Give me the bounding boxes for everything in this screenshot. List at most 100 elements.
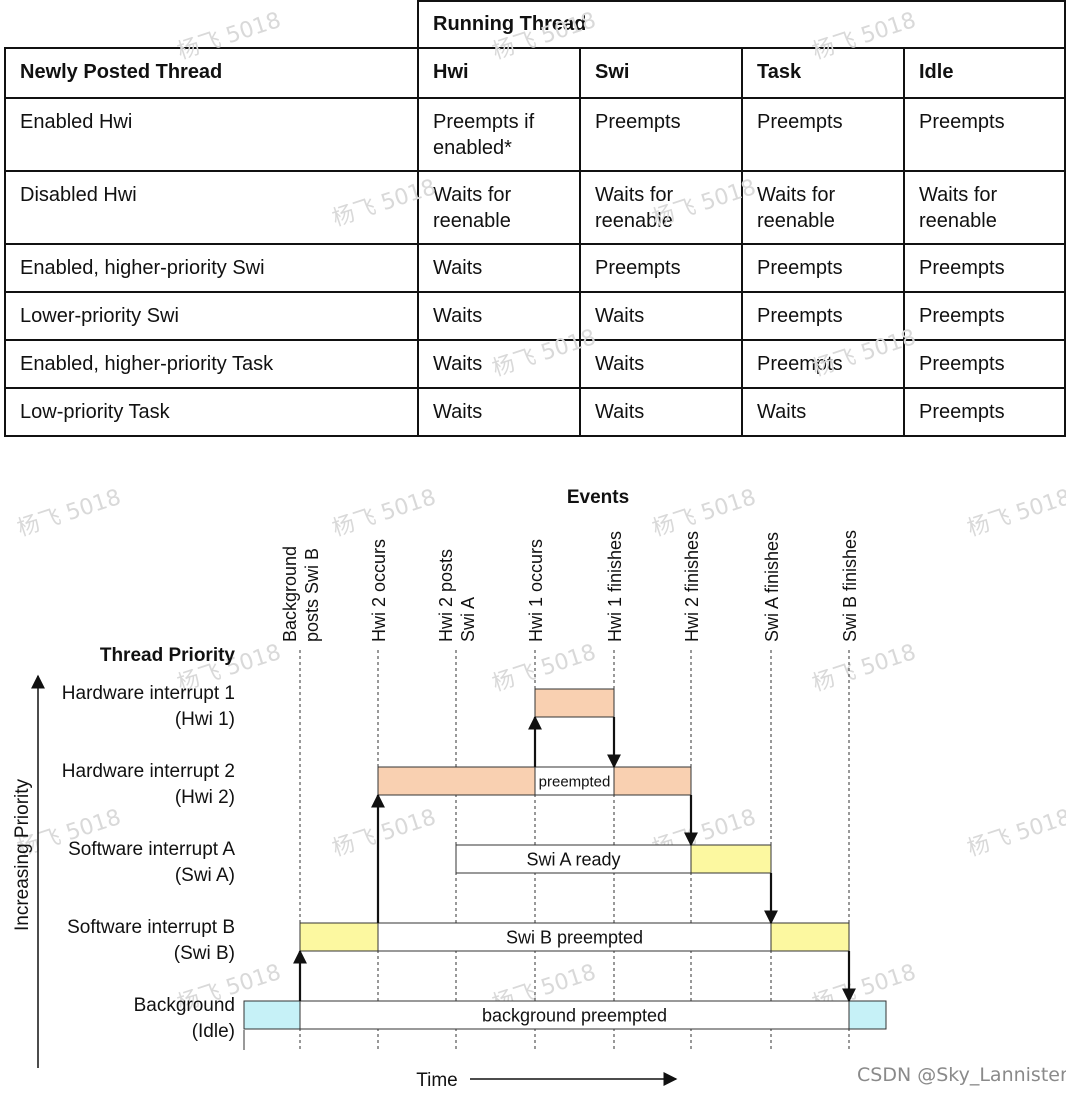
table-cell-text: Waits for reenable [919, 184, 998, 232]
segment-label: background preempted [482, 1005, 667, 1025]
table-cell: Waits [741, 387, 905, 437]
segment-label: preempted [539, 773, 611, 790]
table-cell: Waits [579, 387, 743, 437]
row-thread-cell: Enabled, higher-priority Swi [4, 243, 419, 293]
table-row: Disabled Hwi Waits for reenable Waits for re… [4, 170, 1066, 245]
table-cell: Preempts [579, 97, 743, 172]
table-cell-text: Waits [595, 305, 645, 327]
table-row: Enabled, higher-priority Swi Waits Preempt… [4, 243, 1066, 293]
running-segment [613, 766, 692, 796]
table-row: Enabled Hwi Preempts if enabled* Preempts Pr… [4, 97, 1066, 172]
event-label: Hwi 2 occurs [369, 539, 389, 642]
table-cell-text: Preempts [757, 257, 843, 279]
thread-name-label: Software interrupt A [68, 839, 235, 860]
event-label: Hwi 2 posts [436, 549, 456, 642]
running-segment [848, 1000, 887, 1030]
segment-label: Swi B preempted [506, 927, 643, 947]
row-thread-cell: Low-priority Task [4, 387, 419, 437]
column-header-task: Task [741, 47, 905, 99]
row-thread-text: Disabled Hwi [20, 184, 137, 206]
row-thread-text: Lower-priority Swi [20, 305, 179, 327]
table-cell-text: Waits [757, 401, 807, 423]
table-cell: Waits [579, 339, 743, 389]
table-cell: Preempts [741, 291, 905, 341]
table-cell-text: Preempts if enabled* [433, 111, 535, 159]
waiting-segment [299, 1000, 850, 1030]
table-cell-text: Waits [595, 353, 645, 375]
column-header-idle: Idle [903, 47, 1066, 99]
thread-short-label: (Idle) [192, 1021, 235, 1042]
waiting-segment [534, 766, 615, 796]
table-cell-text: Preempts [757, 353, 843, 375]
priority-title: Thread Priority [100, 645, 236, 666]
table-cell: Preempts [903, 97, 1066, 172]
table-cell-text: Waits [433, 401, 483, 423]
event-label: Swi A finishes [762, 532, 782, 642]
table-cell: Waits [417, 243, 581, 293]
table-cell: Preempts [579, 243, 743, 293]
running-segment [243, 1000, 301, 1030]
table-cell: Waits for reenable [903, 170, 1066, 245]
event-label: posts Swi B [302, 548, 322, 642]
table-corner-cell [5, 1, 419, 49]
event-label: Swi B finishes [840, 530, 860, 642]
segment-label: Swi A ready [526, 849, 620, 869]
table-row: Low-priority Task Waits Waits Waits Preempts [4, 387, 1066, 437]
thread-name-label: Background [134, 995, 235, 1016]
table-cell: Waits for reenable [417, 170, 581, 245]
running-segment [690, 844, 772, 874]
table-cell: Waits [417, 387, 581, 437]
thread-short-label: (Hwi 2) [175, 787, 235, 808]
events-title: Events [567, 487, 629, 508]
newly-posted-thread-header-text: Newly Posted Thread [20, 61, 223, 83]
credit-text: CSDN @Sky_Lannister [857, 1064, 1066, 1086]
thread-name-label: Hardware interrupt 1 [62, 683, 235, 704]
table-cell: Preempts [903, 339, 1066, 389]
table-cell-text: Waits for reenable [433, 184, 512, 232]
table-cell-text: Waits for reenable [757, 184, 836, 232]
table-cell-text: Preempts [595, 257, 681, 279]
table-cell-text: Preempts [757, 305, 843, 327]
running-thread-header: Running Thread [417, 0, 1066, 49]
table-cell-text: Preempts [919, 305, 1005, 327]
table-cell: Preempts [903, 387, 1066, 437]
table-cell: Preempts [903, 291, 1066, 341]
event-label: Background [280, 546, 300, 642]
waiting-segment [455, 844, 692, 874]
row-thread-cell: Disabled Hwi [4, 170, 419, 245]
column-header-text: Swi [595, 61, 630, 83]
row-thread-text: Low-priority Task [20, 401, 170, 423]
event-label: Swi A [458, 597, 478, 642]
table-cell: Preempts if enabled* [417, 97, 581, 172]
thread-short-label: (Hwi 1) [175, 709, 235, 730]
row-thread-cell: Enabled, higher-priority Task [4, 339, 419, 389]
running-segment [377, 766, 536, 796]
table-cell-text: Waits [433, 257, 483, 279]
table-cell: Waits [579, 291, 743, 341]
column-header-hwi: Hwi [417, 47, 581, 99]
thread-short-label: (Swi B) [174, 943, 235, 964]
running-segment [299, 922, 379, 952]
row-thread-cell: Enabled Hwi [4, 97, 419, 172]
table-cell-text: Waits [433, 305, 483, 327]
table-cell-text: Waits [595, 401, 645, 423]
table-cell: Waits [417, 291, 581, 341]
row-thread-cell: Lower-priority Swi [4, 291, 419, 341]
table-cell-text: Preempts [757, 111, 843, 133]
running-thread-header-text: Running Thread [433, 13, 587, 35]
column-header-swi: Swi [579, 47, 743, 99]
table-row: Lower-priority Swi Waits Waits Preempts Pree… [4, 291, 1066, 341]
table-cell: Preempts [903, 243, 1066, 293]
running-segment [534, 688, 615, 718]
thread-name-label: Software interrupt B [67, 917, 235, 938]
table-cell-text: Preempts [919, 111, 1005, 133]
table-cell: Preempts [741, 243, 905, 293]
table-row: Enabled, higher-priority Task Waits Waits P… [4, 339, 1066, 389]
thread-name-label: Hardware interrupt 2 [62, 761, 235, 782]
table-cell: Preempts [741, 97, 905, 172]
table-cell-text: Preempts [919, 353, 1005, 375]
newly-posted-thread-header: Newly Posted Thread [4, 47, 419, 99]
table-cell-text: Waits for reenable [595, 184, 674, 232]
table-cell: Waits [417, 339, 581, 389]
